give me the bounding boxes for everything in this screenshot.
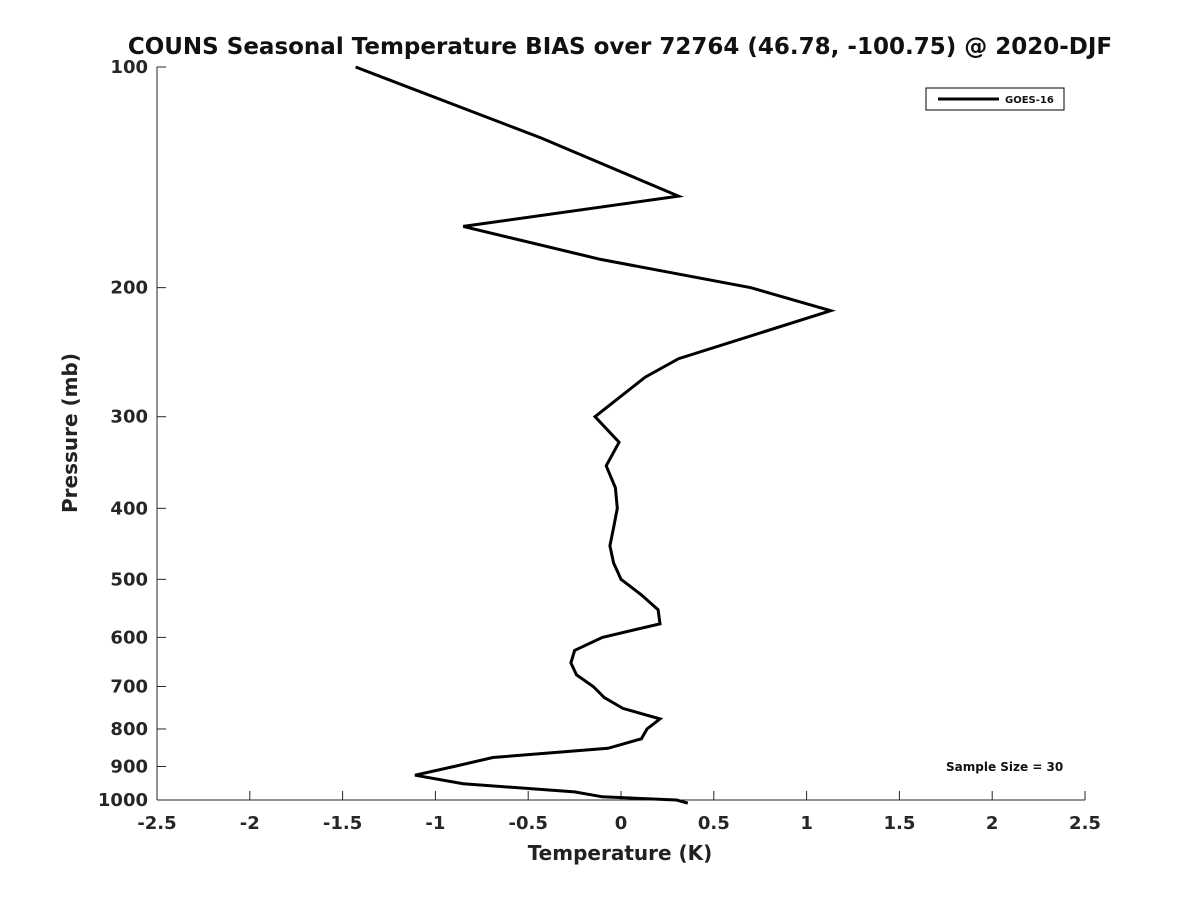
y-tick-label: 200 — [110, 278, 148, 299]
y-axis-label: Pressure (mb) — [58, 353, 82, 513]
chart-title: COUNS Seasonal Temperature BIAS over 727… — [128, 34, 1112, 60]
sample-size-annotation: Sample Size = 30 — [946, 760, 1063, 774]
legend-label-goes-16: GOES-16 — [1005, 95, 1054, 106]
legend: GOES-16 — [925, 87, 1065, 111]
y-tick-label: 100 — [110, 57, 148, 78]
y-tick-label: 800 — [110, 719, 148, 740]
y-tick-label: 400 — [110, 498, 148, 519]
x-tick-label: -2 — [240, 813, 260, 834]
axes: -2.5 -2 -1.5 -1 -0.5 0 0.5 1 1.5 2 2.5 100 200 300 400… — [98, 57, 1101, 834]
y-tick-label: 1000 — [98, 790, 148, 811]
x-tick-label: -1 — [425, 813, 445, 834]
x-tick-label: 1 — [800, 813, 813, 834]
x-tick-label: 0 — [615, 813, 628, 834]
x-tick-label: -2.5 — [137, 813, 176, 834]
y-tick-label: 300 — [110, 407, 148, 428]
x-tick-label: 2.5 — [1069, 813, 1101, 834]
y-tick-label: 500 — [110, 569, 148, 590]
y-tick-label: 600 — [110, 627, 148, 648]
y-tick-label: 700 — [110, 676, 148, 697]
x-tick-label: -0.5 — [509, 813, 548, 834]
x-tick-label: 2 — [986, 813, 999, 834]
x-axis-label: Temperature (K) — [528, 841, 713, 865]
x-tick-label: -1.5 — [323, 813, 362, 834]
x-tick-label: 0.5 — [698, 813, 730, 834]
series-line-goes-16 — [355, 65, 836, 805]
y-tick-label: 900 — [110, 756, 148, 777]
x-tick-label: 1.5 — [883, 813, 915, 834]
